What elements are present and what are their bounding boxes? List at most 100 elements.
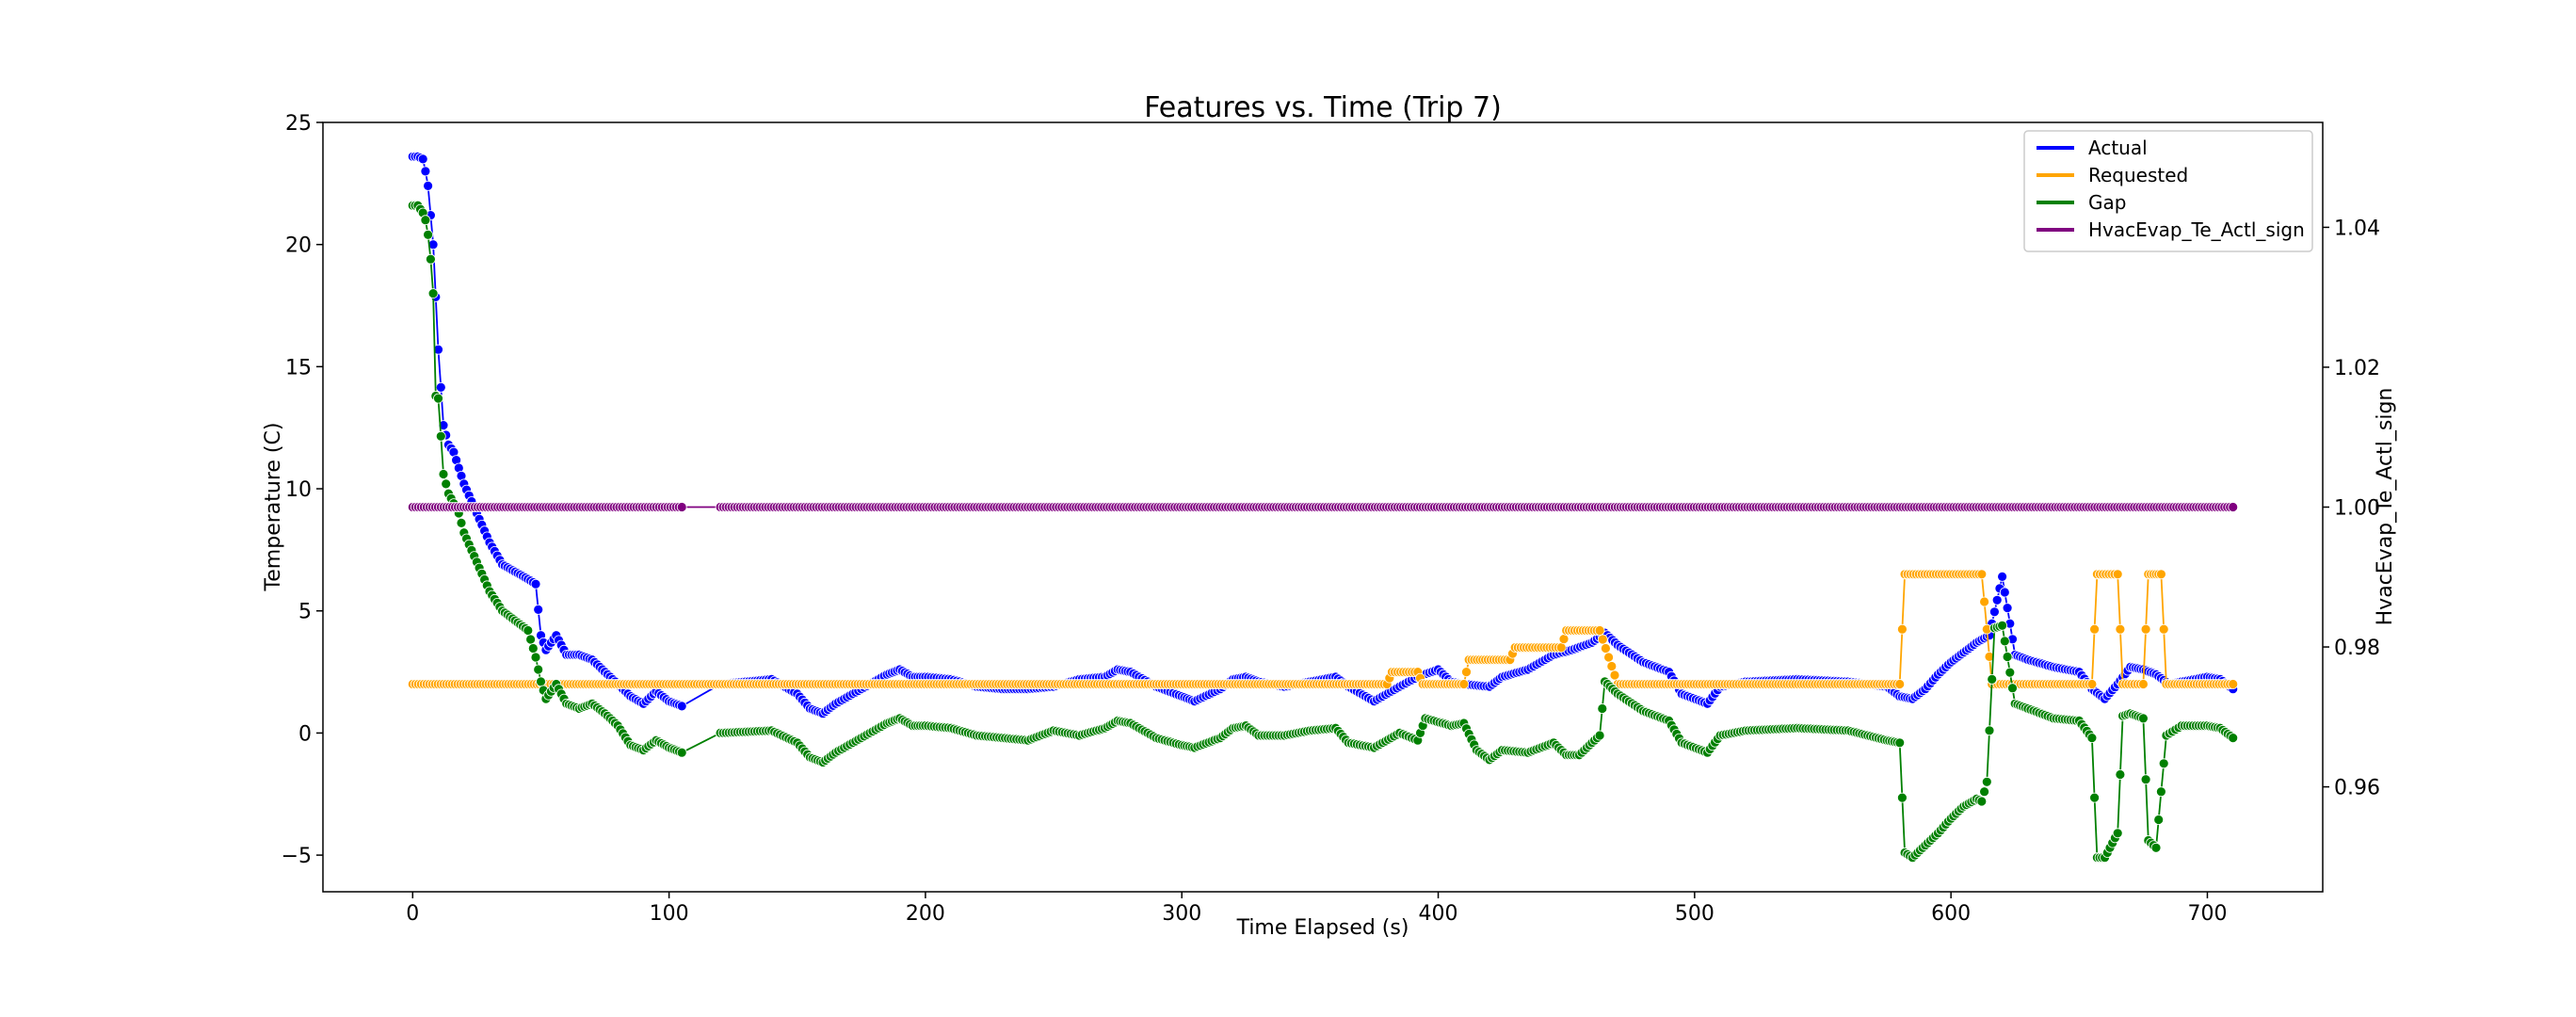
y2-tick-label: 0.98 (2334, 637, 2380, 660)
y-tick-label: 0 (298, 722, 312, 746)
data-point (1894, 679, 1906, 689)
data-point (1606, 661, 1618, 671)
data-point (1999, 587, 2010, 598)
x-tick-label: 300 (1162, 902, 1201, 926)
series-line (412, 155, 2234, 715)
data-point (1987, 674, 1998, 685)
y-axis-right: 0.96 0.98 1.00 1.02 1.04 (2323, 217, 2380, 800)
data-point (676, 701, 687, 712)
data-point (420, 215, 431, 226)
data-point (1458, 679, 1470, 689)
data-point (1558, 634, 1570, 644)
data-point (1979, 596, 1990, 607)
data-point (676, 502, 687, 512)
data-point (423, 180, 434, 191)
y-axis-label-left: Temperature (C) (262, 423, 285, 592)
data-point (2228, 502, 2239, 512)
legend-label: Requested (2088, 164, 2188, 186)
data-point (435, 430, 446, 442)
data-point (1979, 786, 1990, 798)
data-point (1609, 670, 1620, 681)
data-point (2002, 652, 2013, 662)
data-point (1894, 737, 1906, 749)
data-point (1981, 776, 1992, 787)
series-gap (407, 200, 2239, 864)
data-point (456, 518, 467, 528)
data-point (2228, 679, 2239, 689)
data-point (1594, 625, 1605, 636)
data-point (427, 288, 439, 299)
data-point (1988, 606, 2000, 618)
data-point (2228, 733, 2239, 743)
y2-tick-label: 1.04 (2334, 217, 2380, 240)
data-point (2155, 786, 2166, 798)
data-point (1597, 703, 1608, 714)
data-point (2086, 679, 2098, 689)
data-point (1594, 730, 1605, 741)
x-tick-label: 700 (2187, 902, 2227, 926)
data-point (2158, 623, 2169, 635)
series-requested (407, 569, 2239, 689)
y-tick-label: −5 (282, 845, 312, 868)
data-point (2112, 828, 2123, 839)
data-point (2089, 623, 2101, 635)
x-axis: 0 100 200 300 400 500 600 700 (406, 892, 2227, 926)
legend-label: HvacEvap_Te_Actl_sign (2088, 218, 2305, 241)
y2-tick-label: 1.02 (2334, 357, 2380, 380)
data-point (536, 676, 546, 687)
data-point (420, 166, 431, 177)
data-point (1601, 643, 1611, 654)
legend-box (2023, 130, 2313, 252)
data-point (2002, 603, 2013, 613)
chart-title: Features vs. Time (Trip 7) (1144, 91, 1502, 124)
data-point (1897, 792, 1908, 803)
y2-tick-label: 0.96 (2334, 777, 2380, 800)
data-point (533, 664, 544, 675)
y-axis-label-right: HvacEvap_Te_Actl_sign (2374, 388, 2397, 626)
x-axis-label: Time Elapsed (s) (1236, 916, 1409, 940)
data-point (425, 253, 436, 265)
y-tick-label: 15 (285, 356, 312, 379)
data-point (525, 634, 536, 645)
data-point (438, 469, 449, 479)
data-point (1997, 620, 2008, 631)
series-actual (407, 151, 2239, 719)
data-point (2153, 815, 2165, 825)
data-point (1999, 636, 2010, 647)
x-tick-label: 200 (906, 902, 945, 926)
x-tick-label: 600 (1931, 902, 1971, 926)
data-point (433, 393, 443, 404)
data-point (2140, 623, 2151, 635)
data-point (2007, 683, 2018, 694)
x-tick-label: 400 (1419, 902, 1458, 926)
data-point (676, 747, 687, 758)
y-tick-label: 20 (285, 234, 312, 258)
data-point (2137, 713, 2149, 724)
data-point (2004, 667, 2016, 678)
data-point (1991, 594, 2003, 605)
data-point (527, 643, 539, 654)
data-point (417, 153, 428, 165)
data-point (1976, 796, 1988, 807)
data-point (423, 229, 434, 240)
data-point (530, 578, 541, 589)
data-point (1984, 652, 1995, 662)
data-point (433, 344, 443, 355)
data-point (1976, 569, 1988, 580)
y-axis-left: −5 0 5 10 15 20 25 (282, 112, 323, 868)
data-point (1984, 725, 1995, 736)
data-point (441, 478, 452, 490)
data-point (2086, 733, 2098, 743)
data-point (2115, 769, 2126, 780)
data-point (2155, 569, 2166, 580)
data-point (2150, 842, 2162, 853)
legend-label: Gap (2088, 191, 2126, 214)
series-layer (407, 151, 2239, 864)
x-tick-label: 500 (1675, 902, 1715, 926)
series-hvacevap-te-actl-sign (407, 502, 2239, 512)
data-point (1603, 652, 1614, 663)
data-point (1897, 623, 1908, 635)
data-point (2112, 569, 2123, 580)
series-line (412, 204, 2234, 859)
